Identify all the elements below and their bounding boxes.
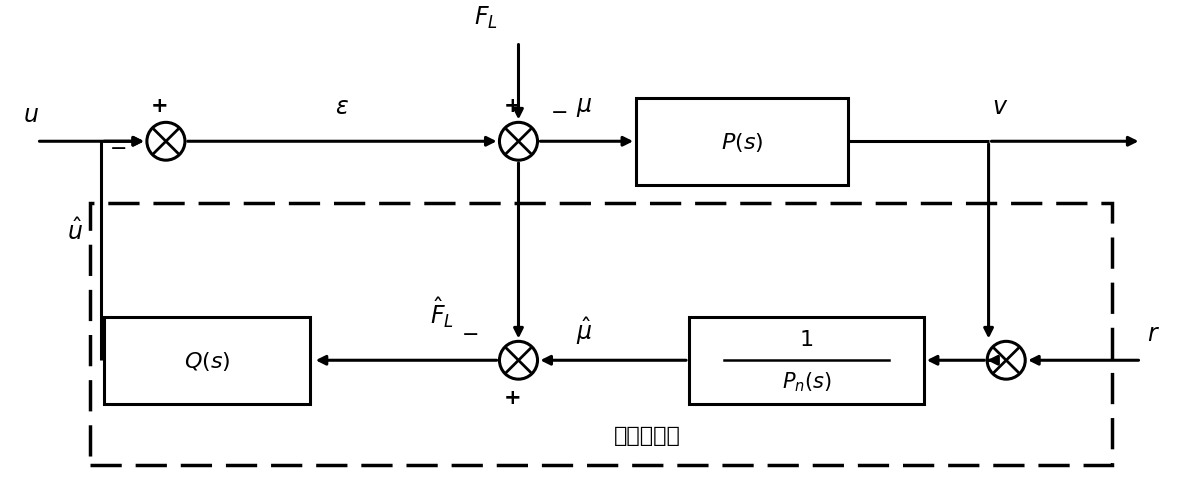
Text: $-$: $-$ (550, 101, 568, 121)
Text: +: + (504, 387, 522, 407)
Text: $1$: $1$ (800, 329, 814, 351)
Text: $r$: $r$ (1146, 321, 1159, 345)
Text: $F_L$: $F_L$ (474, 5, 497, 31)
Text: $\hat{u}$: $\hat{u}$ (67, 218, 84, 244)
Bar (636, 99, 847, 185)
Text: +: + (504, 96, 522, 116)
Text: $-$: $-$ (108, 137, 126, 157)
Text: $\hat{F}_L$: $\hat{F}_L$ (430, 295, 454, 329)
Text: $\hat{\mu}$: $\hat{\mu}$ (576, 315, 593, 346)
Text: $P(s)$: $P(s)$ (721, 130, 763, 153)
Bar (104, 317, 310, 404)
Text: $v$: $v$ (992, 95, 1008, 119)
Text: $\varepsilon$: $\varepsilon$ (336, 95, 349, 119)
Text: $P_n(s)$: $P_n(s)$ (781, 370, 832, 393)
Text: $u$: $u$ (22, 103, 39, 127)
Text: 干扰观测器: 干扰观测器 (614, 425, 681, 445)
Text: +: + (151, 96, 168, 116)
Bar (689, 317, 924, 404)
Text: $Q(s)$: $Q(s)$ (184, 349, 231, 372)
Text: $\mu$: $\mu$ (576, 95, 593, 119)
Text: $-$: $-$ (462, 323, 478, 343)
